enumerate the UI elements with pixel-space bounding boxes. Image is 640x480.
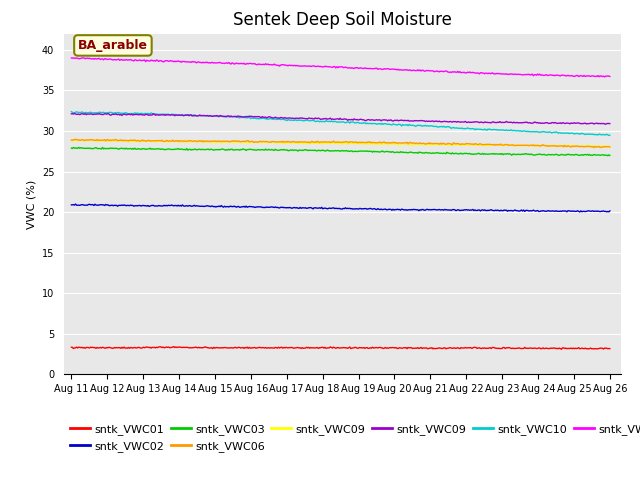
Text: BA_arable: BA_arable [78,39,148,52]
Y-axis label: VWC (%): VWC (%) [26,180,36,228]
Title: Sentek Deep Soil Moisture: Sentek Deep Soil Moisture [233,11,452,29]
Legend: sntk_VWC01, sntk_VWC02, sntk_VWC03, sntk_VWC06, sntk_VWC09, sntk_VWC09, sntk_VWC: sntk_VWC01, sntk_VWC02, sntk_VWC03, sntk… [70,424,640,452]
